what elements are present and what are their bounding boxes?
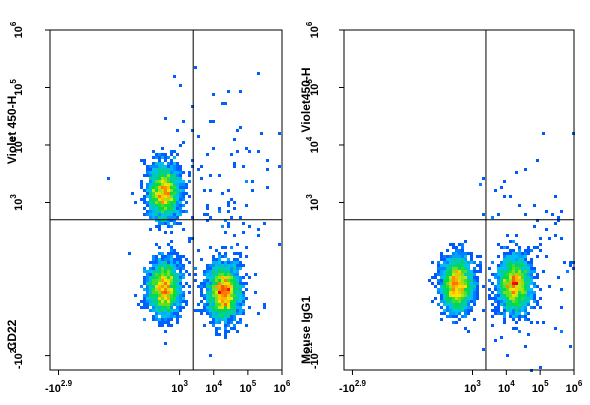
density-cloud <box>428 132 575 372</box>
y-axis-label-top: Violet450-H <box>299 67 313 132</box>
density-cloud <box>107 66 281 357</box>
chart-panel-1: -102.9 103 104 105 106-102.1103104105106Viol… <box>5 21 291 395</box>
y-axis-label-bottom: CD22 <box>5 319 19 350</box>
plot-frame <box>343 29 575 371</box>
plot-frame <box>49 29 283 371</box>
y-axis-label-bottom: Mouse IgG1 <box>299 296 313 364</box>
y-axis-label-top: Violet 450-H <box>5 96 19 164</box>
